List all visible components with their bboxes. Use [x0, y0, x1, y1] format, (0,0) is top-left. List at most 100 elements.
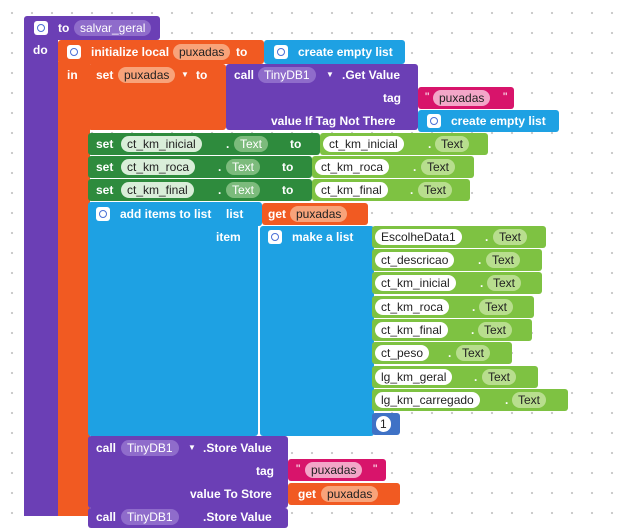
set-row-0-prop-field[interactable]: Text: [234, 136, 269, 152]
list-item-6-prop-field[interactable]: Text: [482, 369, 517, 385]
add-items-item-socket: [88, 224, 258, 436]
list-item-7-dot: .: [505, 393, 509, 407]
set-row-2-set-label: set: [96, 183, 114, 197]
list-item-6-component-field[interactable]: lg_km_geral: [375, 369, 453, 385]
set-row-2-to-label: to: [282, 183, 294, 197]
list-item-1-dot: .: [478, 253, 482, 267]
make-a-list-label: make a list: [292, 230, 354, 244]
storevalue-value-label: value To Store: [190, 487, 272, 501]
storevalue-2-component-field[interactable]: TinyDB1: [121, 509, 179, 525]
get-row-0-dot: .: [428, 137, 432, 151]
set-puxadas-to-label: to: [196, 68, 208, 82]
set-row-2-prop-field[interactable]: Text: [226, 182, 261, 198]
make-a-list-gear-icon[interactable]: [268, 230, 282, 244]
list-item-7-prop-field[interactable]: Text: [512, 392, 547, 408]
getvalue-component-field[interactable]: TinyDB1: [258, 67, 316, 83]
getvalue-tag-label: tag: [383, 91, 401, 105]
getvalue-dropdown-icon[interactable]: ▼: [326, 70, 334, 79]
set-row-0-dot: .: [226, 137, 230, 151]
add-items-label: add items to list: [120, 207, 212, 221]
list-item-3-component-field[interactable]: ct_km_roca: [375, 299, 450, 315]
list-item-3-dot: .: [472, 300, 476, 314]
set-row-0-component-field[interactable]: ct_km_inicial: [121, 136, 202, 152]
get-row-2-dot: .: [410, 183, 414, 197]
storevalue-call-label: call: [96, 441, 117, 455]
init-local-in-label: in: [67, 68, 78, 82]
set-row-2-component-field[interactable]: ct_km_final: [121, 182, 194, 198]
list-item-0-prop-field[interactable]: Text: [493, 229, 528, 245]
procedure-to-label: to: [58, 21, 70, 35]
list-item-4-component-field[interactable]: ct_km_final: [375, 322, 448, 338]
storevalue-method-label: .Store Value: [203, 441, 272, 455]
get-row-1-dot: .: [413, 160, 417, 174]
make-a-list-block[interactable]: [260, 226, 374, 436]
storevalue-2-call-label: call: [96, 510, 117, 524]
set-puxadas-var-field[interactable]: puxadas: [118, 67, 176, 83]
default-create-empty-list-gear-icon[interactable]: [427, 114, 441, 128]
storevalue-get-label: get: [298, 487, 316, 501]
list-item-1-component-field[interactable]: ct_descricao: [375, 252, 455, 268]
default-create-empty-list-block[interactable]: [418, 110, 559, 132]
list-item-5-component-field[interactable]: ct_peso: [375, 345, 430, 361]
create-empty-list-label: create empty list: [298, 45, 393, 59]
init-local-gear-icon[interactable]: [67, 45, 81, 59]
set-row-1-prop-field[interactable]: Text: [226, 159, 261, 175]
number-field[interactable]: 1: [376, 416, 391, 432]
storevalue-dropdown-icon[interactable]: ▼: [188, 443, 196, 452]
list-item-5-prop-field[interactable]: Text: [456, 345, 491, 361]
storevalue-open-quote: ": [296, 462, 301, 476]
list-item-4-prop-field[interactable]: Text: [478, 322, 513, 338]
get-row-0-component-field[interactable]: ct_km_inicial: [323, 136, 404, 152]
list-item-2-component-field[interactable]: ct_km_inicial: [375, 275, 456, 291]
getvalue-method-label: .Get Value: [342, 68, 401, 82]
create-empty-list-gear-icon[interactable]: [274, 45, 288, 59]
list-item-3-prop-field[interactable]: Text: [479, 299, 514, 315]
add-items-item-label: item: [216, 230, 241, 244]
set-row-0-to-label: to: [290, 137, 302, 151]
list-item-6-dot: .: [474, 370, 478, 384]
set-row-1-component-field[interactable]: ct_km_roca: [121, 159, 196, 175]
list-item-2-dot: .: [480, 276, 484, 290]
init-local-var-field[interactable]: puxadas: [173, 44, 231, 60]
getvalue-tag-text-field[interactable]: puxadas: [433, 90, 491, 106]
text-open-quote: ": [425, 90, 430, 104]
add-items-block[interactable]: [88, 202, 262, 226]
get-row-2-component-field[interactable]: ct_km_final: [315, 182, 388, 198]
add-items-get-var-field[interactable]: puxadas: [290, 206, 348, 222]
add-items-get-label: get: [268, 207, 286, 221]
storevalue-tag-label: tag: [256, 464, 274, 478]
text-close-quote: ": [503, 90, 508, 104]
procedure-do-bar: [24, 36, 58, 516]
storevalue-get-var-field[interactable]: puxadas: [321, 486, 379, 502]
getvalue-call-label: call: [234, 68, 255, 82]
list-item-1-prop-field[interactable]: Text: [486, 252, 521, 268]
initialize-local-in-bar: [58, 62, 90, 516]
storevalue-tag-text-field[interactable]: puxadas: [305, 462, 363, 478]
default-create-empty-list-label: create empty list: [451, 114, 546, 128]
get-row-0-prop-field[interactable]: Text: [435, 136, 470, 152]
get-row-1-component-field[interactable]: ct_km_roca: [315, 159, 390, 175]
init-local-label: initialize local: [91, 45, 170, 59]
storevalue-component-field[interactable]: TinyDB1: [121, 440, 179, 456]
list-item-7-component-field[interactable]: lg_km_carregado: [375, 392, 480, 408]
get-row-2-prop-field[interactable]: Text: [418, 182, 453, 198]
storevalue-close-quote: ": [373, 462, 378, 476]
set-row-1-set-label: set: [96, 160, 114, 174]
storevalue-2-method-label: .Store Value: [203, 510, 272, 524]
init-local-to-label: to: [236, 45, 248, 59]
list-item-0-component-field[interactable]: EscolheData1: [375, 229, 462, 245]
list-item-0-dot: .: [485, 230, 489, 244]
procedure-do-label: do: [33, 43, 48, 57]
getvalue-default-label: value If Tag Not There: [271, 114, 396, 128]
set-row-1-to-label: to: [282, 160, 294, 174]
add-items-gear-icon[interactable]: [96, 207, 110, 221]
set-row-2-dot: .: [218, 183, 222, 197]
set-row-0-set-label: set: [96, 137, 114, 151]
add-items-list-label: list: [226, 207, 244, 221]
procedure-name-field[interactable]: salvar_geral: [74, 20, 152, 36]
list-item-2-prop-field[interactable]: Text: [487, 275, 522, 291]
set-puxadas-dropdown-icon[interactable]: ▼: [181, 70, 189, 79]
list-item-5-dot: .: [448, 346, 452, 360]
get-row-1-prop-field[interactable]: Text: [421, 159, 456, 175]
procedure-gear-icon[interactable]: [34, 21, 48, 35]
